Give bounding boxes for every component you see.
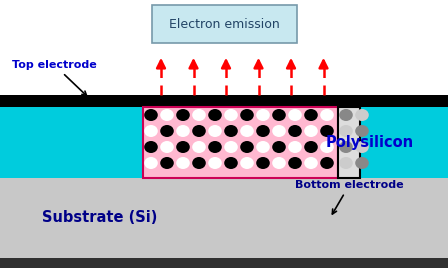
Ellipse shape bbox=[272, 157, 286, 169]
Ellipse shape bbox=[224, 157, 238, 169]
Bar bbox=[143, 107, 338, 178]
Ellipse shape bbox=[208, 125, 222, 137]
Ellipse shape bbox=[192, 157, 206, 169]
Ellipse shape bbox=[339, 141, 353, 153]
Ellipse shape bbox=[240, 125, 254, 137]
Ellipse shape bbox=[320, 157, 334, 169]
Ellipse shape bbox=[339, 109, 353, 121]
Ellipse shape bbox=[320, 141, 334, 153]
Ellipse shape bbox=[208, 109, 222, 121]
Ellipse shape bbox=[320, 109, 334, 121]
Ellipse shape bbox=[192, 141, 206, 153]
Ellipse shape bbox=[160, 141, 174, 153]
Bar bbox=[151, 5, 297, 43]
Text: Polysilicon: Polysilicon bbox=[326, 135, 414, 150]
Text: Electron emission: Electron emission bbox=[168, 17, 280, 31]
Ellipse shape bbox=[208, 141, 222, 153]
Ellipse shape bbox=[224, 125, 238, 137]
Ellipse shape bbox=[160, 109, 174, 121]
Ellipse shape bbox=[256, 157, 270, 169]
Ellipse shape bbox=[355, 125, 369, 137]
Ellipse shape bbox=[272, 125, 286, 137]
Bar bbox=[338, 107, 360, 178]
Ellipse shape bbox=[288, 125, 302, 137]
Ellipse shape bbox=[240, 109, 254, 121]
Ellipse shape bbox=[320, 125, 334, 137]
Text: Bottom electrode: Bottom electrode bbox=[295, 180, 404, 214]
Ellipse shape bbox=[176, 109, 190, 121]
Ellipse shape bbox=[288, 109, 302, 121]
Ellipse shape bbox=[176, 125, 190, 137]
Bar bbox=[0, 258, 448, 268]
Ellipse shape bbox=[160, 125, 174, 137]
Ellipse shape bbox=[240, 141, 254, 153]
Ellipse shape bbox=[224, 109, 238, 121]
Ellipse shape bbox=[256, 141, 270, 153]
Ellipse shape bbox=[144, 125, 158, 137]
Ellipse shape bbox=[224, 141, 238, 153]
Ellipse shape bbox=[288, 157, 302, 169]
Text: Substrate (Si): Substrate (Si) bbox=[42, 210, 158, 225]
Ellipse shape bbox=[160, 157, 174, 169]
Ellipse shape bbox=[176, 141, 190, 153]
Bar bbox=[0, 178, 448, 258]
Ellipse shape bbox=[339, 157, 353, 169]
Ellipse shape bbox=[339, 125, 353, 137]
Ellipse shape bbox=[304, 109, 318, 121]
Bar bbox=[0, 107, 448, 178]
Ellipse shape bbox=[144, 109, 158, 121]
Ellipse shape bbox=[256, 125, 270, 137]
Ellipse shape bbox=[272, 109, 286, 121]
Ellipse shape bbox=[144, 141, 158, 153]
Text: Top electrode: Top electrode bbox=[12, 60, 97, 96]
Ellipse shape bbox=[192, 125, 206, 137]
Ellipse shape bbox=[144, 157, 158, 169]
Ellipse shape bbox=[355, 109, 369, 121]
Ellipse shape bbox=[355, 141, 369, 153]
Ellipse shape bbox=[256, 109, 270, 121]
Ellipse shape bbox=[192, 109, 206, 121]
Ellipse shape bbox=[355, 157, 369, 169]
Ellipse shape bbox=[288, 141, 302, 153]
Ellipse shape bbox=[304, 125, 318, 137]
Ellipse shape bbox=[240, 157, 254, 169]
Bar bbox=[0, 95, 448, 107]
Ellipse shape bbox=[272, 141, 286, 153]
Ellipse shape bbox=[208, 157, 222, 169]
Ellipse shape bbox=[304, 141, 318, 153]
Ellipse shape bbox=[304, 157, 318, 169]
Ellipse shape bbox=[176, 157, 190, 169]
